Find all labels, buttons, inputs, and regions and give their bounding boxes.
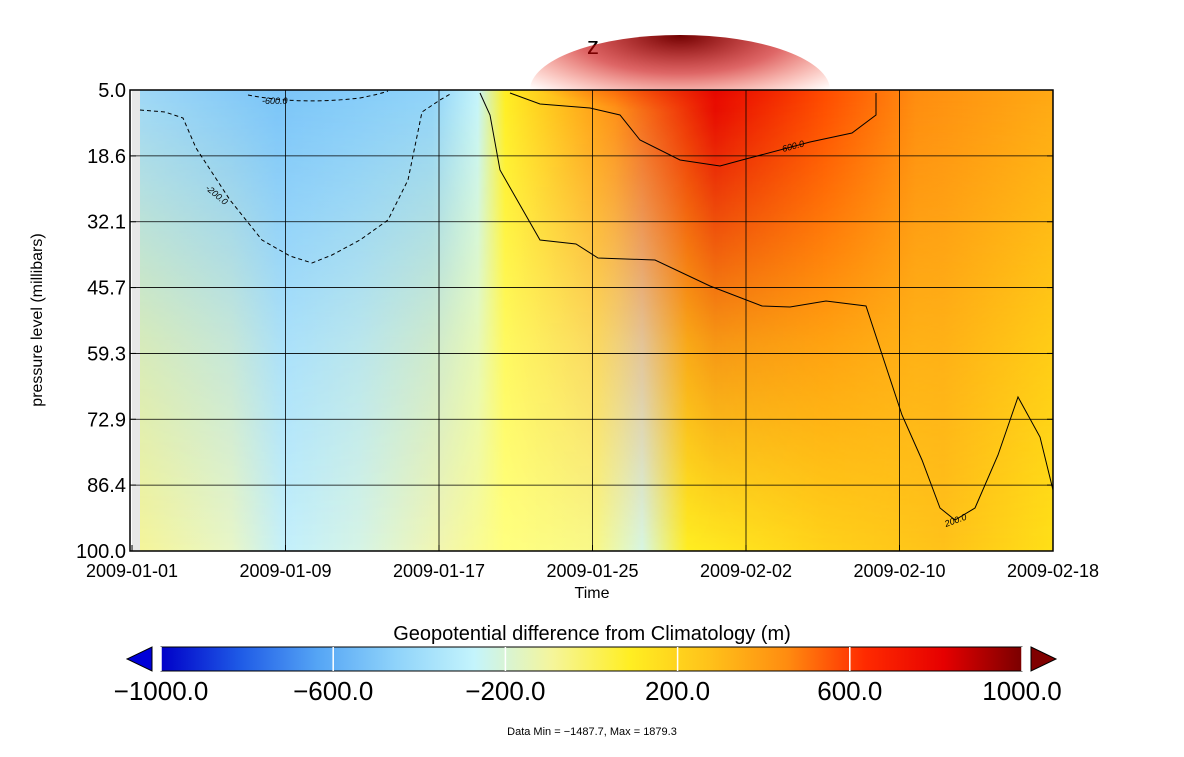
heatmap-left-edge (132, 90, 140, 551)
colorbar-extend-high (1030, 646, 1058, 672)
colorbar-tick-label: 600.0 (817, 676, 882, 706)
heatmap-field (132, 35, 1053, 551)
colorbar-bar (160, 646, 1023, 672)
x-tick-label: 2009-02-10 (853, 561, 945, 581)
y-axis-label: pressure level (millibars) (29, 233, 46, 406)
contour-200 (479, 92, 1054, 521)
grid (130, 90, 1053, 551)
colorbar-tick-label: −200.0 (465, 676, 545, 706)
y-tick-label: 100.0 (76, 541, 126, 563)
colorbar-tick-label: 200.0 (645, 676, 710, 706)
y-tick-label: 86.4 (87, 475, 126, 497)
contour-label-minus-600: -600.0 (262, 96, 288, 106)
plot-frame (129, 89, 1054, 552)
contours (139, 90, 1054, 521)
contour-minus-600 (247, 90, 389, 102)
y-tick-label: 59.3 (87, 343, 126, 365)
x-tick-label: 2009-01-25 (546, 561, 638, 581)
contour-600 (509, 92, 877, 167)
x-axis: 2009-01-01 2009-01-09 2009-01-17 2009-01-25… (86, 545, 1099, 581)
y-axis: 5.0 18.6 32.1 45.7 59.3 72.9 86.4 100.0 (76, 80, 1053, 563)
y-tick-label: 72.9 (87, 409, 126, 431)
colorbar-tick-label: −1000.0 (114, 676, 209, 706)
colorbar-tick-label: 1000.0 (982, 676, 1062, 706)
contour-minus-200 (139, 92, 453, 264)
x-tick-label: 2009-02-02 (700, 561, 792, 581)
colorbar-ticks: −1000.0 −600.0 −200.0 200.0 600.0 1000.0 (114, 647, 1062, 706)
y-tick-label: 5.0 (98, 80, 126, 102)
y-tick-label: 32.1 (87, 212, 126, 234)
colorbar-tick-label: −600.0 (293, 676, 373, 706)
colorbar-extend-low (125, 646, 153, 672)
x-tick-label: 2009-02-18 (1007, 561, 1099, 581)
data-range-footer: Data Min = −1487.7, Max = 1879.3 (507, 726, 677, 738)
x-tick-label: 2009-01-09 (239, 561, 331, 581)
x-tick-label: 2009-01-17 (393, 561, 485, 581)
y-tick-label: 45.7 (87, 278, 126, 300)
x-tick-label: 2009-01-01 (86, 561, 178, 581)
colorbar-label: Geopotential difference from Climatology… (393, 623, 791, 645)
colorbar: Geopotential difference from Climatology… (114, 623, 1062, 706)
heatmap-upper (140, 90, 1053, 551)
y-tick-label: 18.6 (87, 146, 126, 168)
x-axis-label: Time (575, 585, 610, 602)
